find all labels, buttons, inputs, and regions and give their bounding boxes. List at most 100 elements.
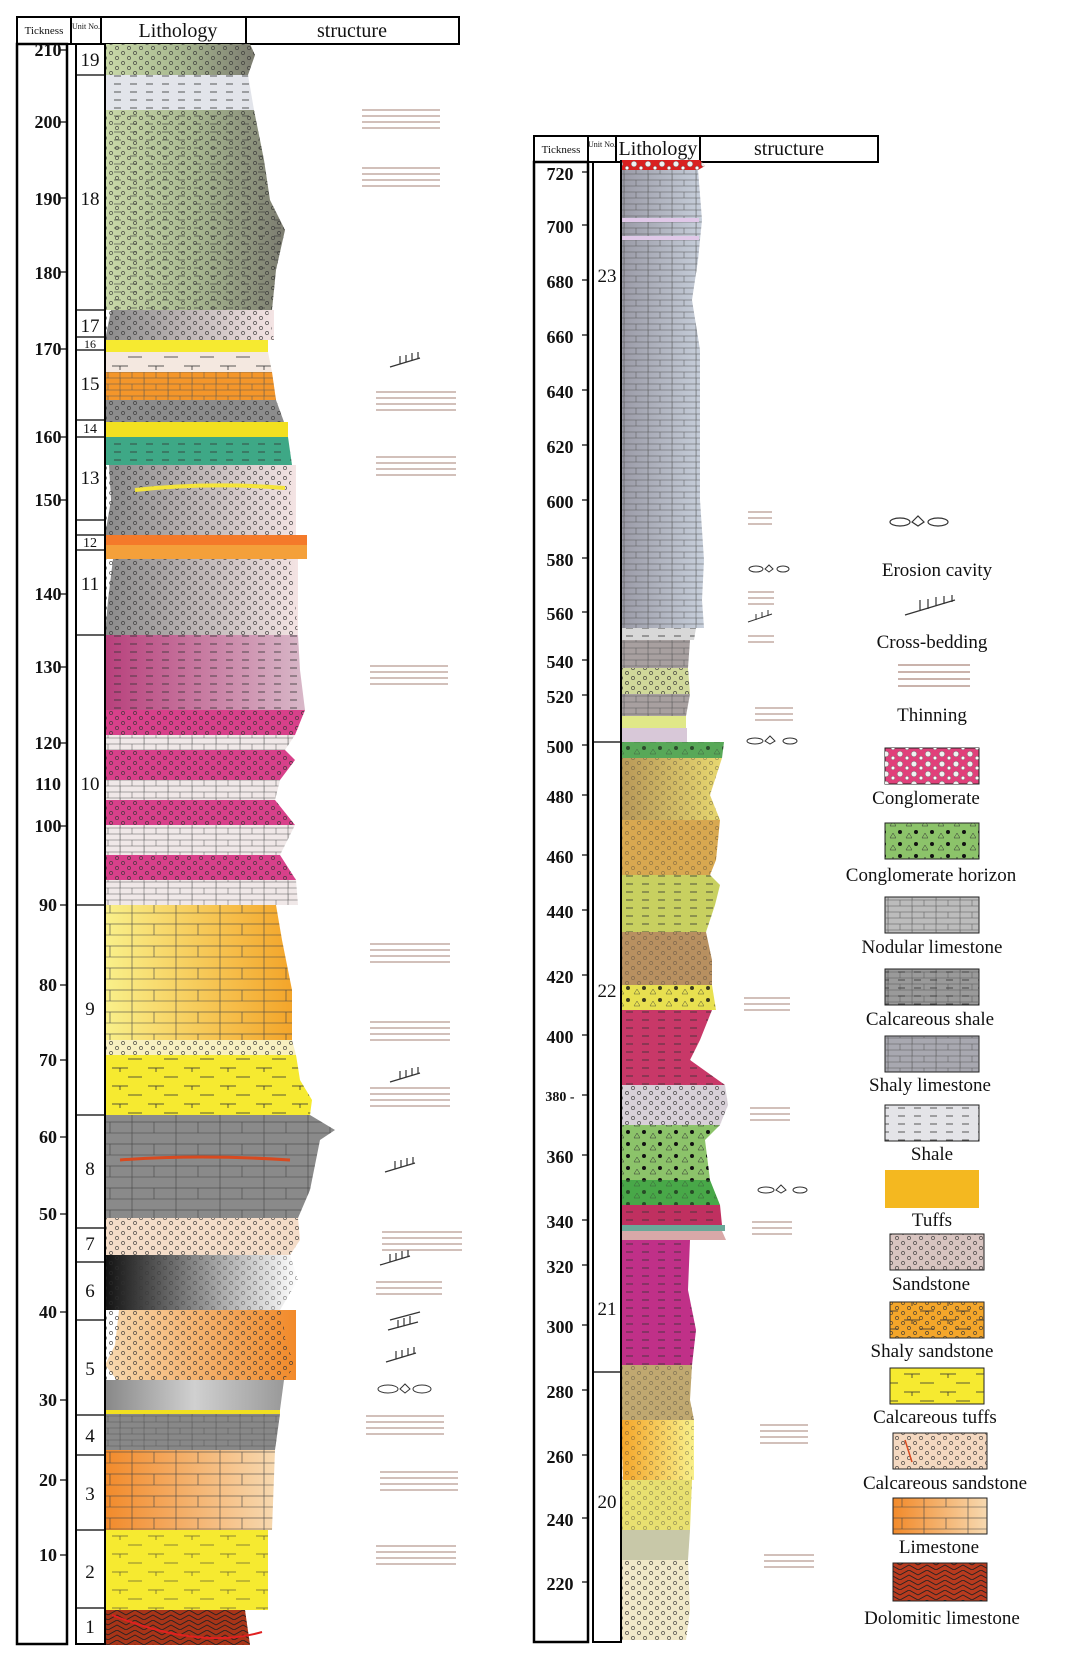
thinning-icon [748,591,774,605]
unit-label: 7 [85,1234,95,1255]
unit-label: 9 [85,999,95,1020]
thinning-icon [362,167,440,187]
tuffs-swatch [885,1170,979,1208]
legend-label: Limestone [899,1537,979,1558]
thinning-icon [370,943,450,963]
right-unit-dividers [593,741,621,1373]
left-thickness-header: Tickness [25,25,64,37]
left-tick-label: 160 [35,427,62,447]
shaly-limestone-swatch [884,1035,980,1073]
unit-label: 15 [81,374,100,395]
unit-label: 6 [85,1281,95,1302]
left-tick-label: 60 [39,1127,57,1147]
legend-label: Calcareous tuffs [873,1407,997,1428]
left-unit-labels: 19 18 17 16 15 14 13 12 11 10 9 8 7 6 5 … [81,50,100,1638]
right-tick-label: 340 [547,1212,574,1232]
right-tick-label: 460 [547,847,574,867]
left-tick-label: 90 [39,895,57,915]
thinning-icon [760,1424,808,1444]
right-tick-label: 480 [547,787,574,807]
left-tick-label: 10 [39,1545,57,1565]
unit-label: 23 [598,266,617,287]
left-tick-label: 40 [39,1302,57,1322]
right-unit-labels: 23 22 21 20 [598,266,617,1513]
left-unit-header: Unit No. [72,22,100,31]
unit-label: 8 [85,1159,95,1180]
unit-label: 21 [598,1299,617,1320]
left-tick-label: 190 [35,189,62,209]
thinning-icon [376,456,456,476]
right-structure-header: structure [754,138,824,160]
legend: Erosion cavity Cross-bedding Thinning Co… [846,515,1027,1629]
left-thickness-column [15,42,69,1646]
left-tick-label: 110 [35,774,61,794]
thinning-icon [755,707,793,721]
unit-label: 11 [81,574,99,595]
left-unit-column [75,43,106,1645]
left-tick-label: 200 [35,112,62,132]
left-tick-label: 70 [39,1050,57,1070]
cross-bedding-icon [385,1347,417,1363]
erosion-cavity-icon [748,564,790,573]
thinning-icon [370,1087,450,1107]
shale-swatch [884,1104,980,1142]
right-tick-label: 720 [547,164,574,184]
legend-label: Shaly limestone [869,1075,991,1096]
thinning-icon [380,1471,458,1491]
right-structure-symbols [744,511,814,1568]
right-tick-label: 300 [547,1317,574,1337]
cross-bedding-icon [379,1250,411,1266]
right-tick-label: 360 [547,1147,574,1167]
thinning-icon [376,1281,442,1295]
dolomitic-limestone-swatch [892,1562,988,1602]
thinning-icon [382,1231,462,1251]
cross-bedding-icon [384,1157,416,1173]
legend-label: Calcareous shale [866,1009,994,1030]
left-tick-label: 100 [35,816,62,836]
left-tick-label: 50 [39,1204,57,1224]
unit-label: 16 [84,337,96,351]
unit-label: 22 [598,981,617,1002]
thinning-icon [370,665,448,685]
nodular-limestone-swatch [884,896,980,934]
unit-label: 1 [85,1617,95,1638]
legend-label: Dolomitic limestone [864,1608,1020,1629]
right-tick-label: 440 [547,902,574,922]
thinning-icon [744,997,790,1011]
right-tick-label: 580 [547,550,574,570]
erosion-cavity-icon [746,735,798,745]
legend-label: Conglomerate [872,788,980,809]
legend-label: Tuffs [912,1210,952,1231]
left-tick-label: 30 [39,1390,57,1410]
right-tick-label: 500 [547,737,574,757]
cross-bedding-icon [747,610,773,623]
thinning-icon [898,664,970,687]
thinning-icon [362,109,440,129]
right-tick-label: 600 [547,492,574,512]
left-unit-dividers [76,74,105,1609]
legend-label: Thinning [897,705,967,726]
thinning-icon [366,1415,444,1435]
right-tick-label: 260 [547,1447,574,1467]
cross-bedding-icon [389,352,421,368]
unit-label: 17 [81,316,100,337]
unit-label: 20 [598,1492,617,1513]
thinning-icon [750,1107,790,1121]
right-tick-labels: 720 700 680 660 640 620 600 580 560 540 … [545,164,575,1594]
left-column: Tickness Unit No. Lithology structure [15,16,462,1646]
unit-label: 12 [83,536,97,551]
left-tick-label: 80 [39,975,57,995]
right-tick-label: 420 [547,967,574,987]
right-tick-label: 220 [547,1574,574,1594]
right-tick-label: 640 [547,382,574,402]
sandstone-swatch [889,1233,985,1271]
thinning-icon [376,391,456,411]
right-lithology-header: Lithology [619,138,698,160]
left-tick-label: 170 [35,339,62,359]
left-structure-header-box [245,16,460,45]
left-tick-label: 130 [35,657,62,677]
limestone-swatch [892,1497,988,1535]
conglomerate-swatch [884,747,980,785]
thinning-icon [748,635,774,643]
right-tick-marks [582,171,588,1583]
